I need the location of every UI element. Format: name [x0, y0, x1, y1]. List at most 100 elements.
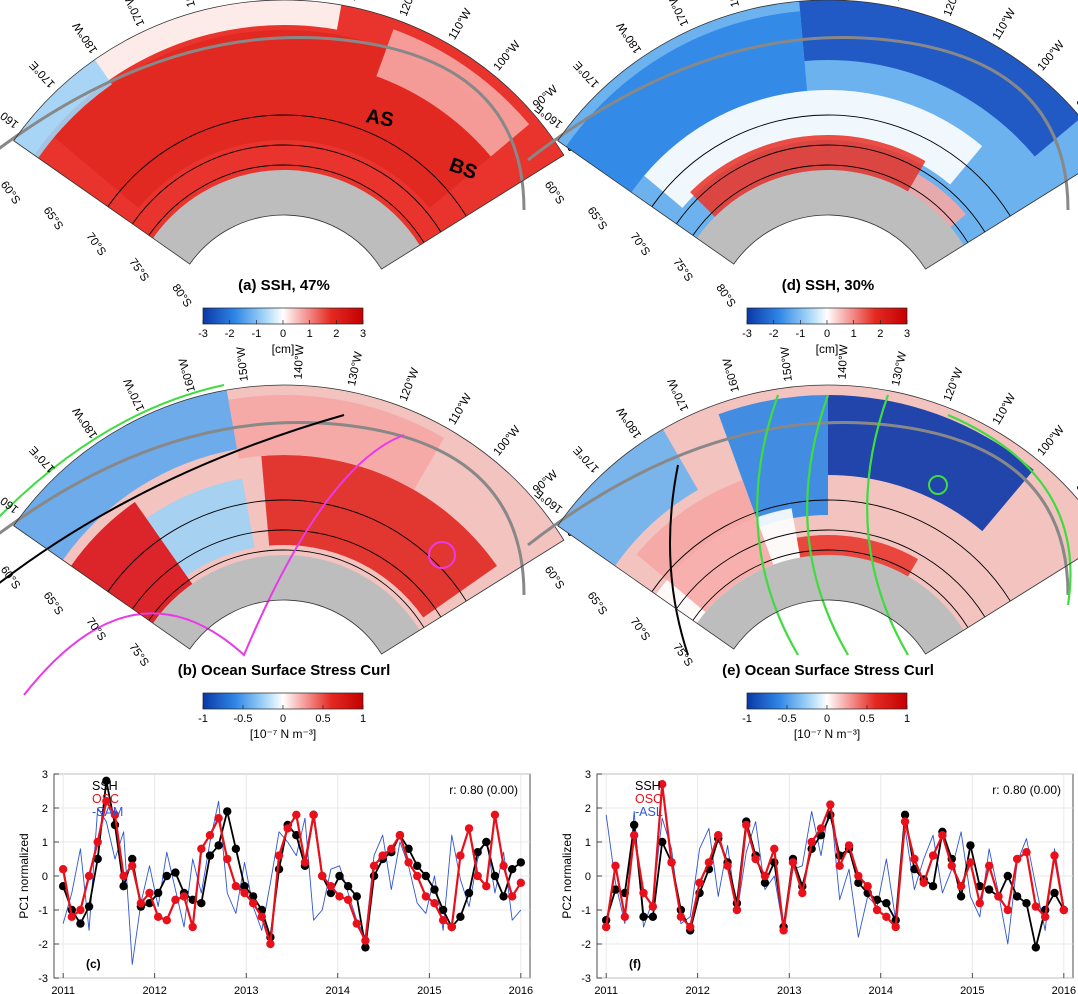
latitude-label: 75°S — [670, 256, 694, 284]
data-point-osc — [919, 878, 928, 887]
data-point-ssh — [361, 943, 370, 952]
data-point-ssh — [900, 810, 910, 819]
latitude-label: 75°S — [126, 641, 150, 669]
longitude-label: 170°W — [666, 0, 691, 28]
data-point-osc — [102, 797, 111, 806]
data-point-osc — [751, 854, 760, 864]
ocean-anomaly-band — [828, 395, 1034, 532]
data-point-osc — [223, 854, 232, 864]
data-point-osc — [171, 895, 180, 904]
latitude-label: 65°S — [41, 205, 65, 233]
latitude-label: 70°S — [84, 616, 108, 644]
data-point-osc — [620, 912, 630, 921]
data-point-ssh — [84, 902, 94, 911]
data-point-ssh — [326, 888, 336, 898]
panel-label: (c) — [86, 957, 101, 971]
data-point-osc — [456, 851, 465, 860]
map-outline — [557, 0, 1078, 270]
antarctica-land — [152, 555, 420, 655]
data-point-ssh — [956, 892, 966, 901]
longitude-label: 100°W — [1036, 424, 1067, 458]
data-point-ssh — [482, 837, 491, 847]
data-point-osc — [975, 899, 984, 908]
data-point-ssh — [882, 899, 891, 908]
data-point-osc — [508, 892, 517, 901]
longitude-label: 130°W — [890, 0, 909, 2]
longitude-label: 130°W — [346, 351, 365, 388]
data-point-osc — [240, 888, 249, 898]
data-point-osc — [438, 916, 448, 925]
longitude-label: 120°W — [398, 0, 422, 18]
data-point-ssh — [223, 807, 232, 816]
antarctica-land — [152, 170, 420, 270]
longitude-label: 160°E — [0, 486, 21, 515]
latitude-label: 60°S — [542, 179, 566, 207]
data-point-osc — [938, 831, 947, 840]
colorbar-tick-label: 0 — [824, 713, 830, 725]
wind-curl-contour-magenta — [23, 434, 405, 696]
data-point-ssh — [292, 831, 301, 840]
correlation-annotation: r: 0.80 (0.00) — [449, 783, 518, 797]
data-point-ssh — [197, 899, 206, 908]
latitude-label: 60°S — [542, 564, 566, 592]
data-point-osc — [197, 844, 206, 853]
series-line-asl — [605, 800, 1065, 945]
data-point-osc — [863, 882, 872, 891]
data-point-osc — [723, 861, 732, 870]
map-outline — [13, 0, 565, 270]
data-point-ssh — [248, 892, 258, 901]
data-point-osc — [300, 858, 310, 867]
ocean-anomaly-band — [146, 478, 255, 576]
longitude-label: 180°W — [615, 20, 644, 56]
longitude-label: 150°W — [779, 346, 795, 382]
data-point-osc — [447, 922, 456, 932]
latitude-label: 80°S — [713, 282, 737, 310]
data-point-osc — [770, 844, 779, 853]
data-point-ssh — [1022, 899, 1031, 908]
data-point-ssh — [1031, 943, 1041, 952]
longitude-label: 130°W — [890, 351, 909, 388]
colorbar-tick-label: 3 — [360, 328, 366, 340]
colorbar-tick-label: 1 — [851, 328, 857, 340]
ocean-anomaly-band — [644, 89, 983, 208]
colorbar-tick-label: -2 — [225, 328, 235, 340]
data-point-ssh — [352, 892, 361, 901]
ocean-anomaly-band — [565, 11, 808, 193]
data-point-osc — [704, 858, 714, 867]
longitude-label: 170°W — [122, 376, 147, 413]
data-point-ssh — [162, 871, 171, 881]
data-point-ssh — [93, 854, 102, 864]
antarctica-land — [696, 170, 964, 270]
data-point-ssh — [171, 868, 180, 877]
data-point-osc — [695, 878, 704, 887]
data-point-osc — [292, 810, 301, 819]
longitude-label: 100°W — [492, 39, 523, 73]
data-point-osc — [499, 861, 508, 870]
colorbar-d: -3 -2 -1 0 1 2 3 [cm] — [742, 307, 910, 356]
acc-front-line — [527, 36, 1070, 211]
wind-curl-contour-green — [947, 413, 1072, 606]
data-point-osc — [872, 905, 882, 915]
data-point-ssh — [516, 858, 526, 867]
data-point-ssh — [335, 871, 344, 881]
data-point-osc — [516, 878, 526, 887]
data-point-osc — [248, 899, 258, 908]
colorbar-tick-label: -2 — [769, 328, 779, 340]
data-point-osc — [482, 882, 491, 891]
colorbar-tick-label: 1 — [307, 328, 313, 340]
data-point-ssh — [760, 878, 770, 887]
colorbar-tick-label: 2 — [333, 328, 339, 340]
longitude-label: 110°W — [991, 392, 1019, 427]
colorbar-tick-label: -0.5 — [778, 713, 797, 725]
acc-front-line — [0, 36, 526, 211]
data-point-osc — [1012, 854, 1022, 864]
longitude-label: 110°W — [447, 392, 475, 427]
longitude-label: 170°W — [122, 0, 147, 28]
data-point-ssh — [629, 820, 639, 830]
longitude-label: 160°W — [177, 0, 198, 8]
map-outline — [557, 384, 1078, 655]
y-tick-label: -3 — [38, 973, 48, 985]
data-point-osc — [639, 888, 648, 898]
data-point-osc — [58, 865, 68, 874]
longitude-label: 170°E — [571, 58, 601, 89]
